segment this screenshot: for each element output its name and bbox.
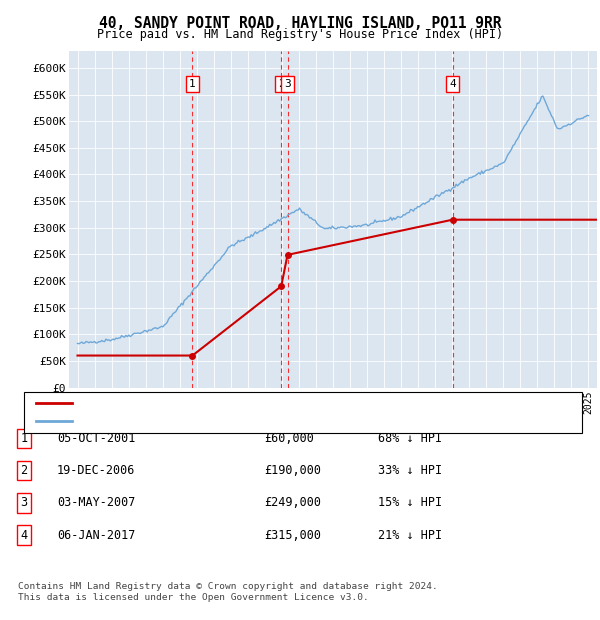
Text: 4: 4 [20,529,28,541]
Text: £190,000: £190,000 [264,464,321,477]
Text: 15% ↓ HPI: 15% ↓ HPI [378,497,442,509]
Text: 05-OCT-2001: 05-OCT-2001 [57,432,136,445]
Text: £249,000: £249,000 [264,497,321,509]
Text: 68% ↓ HPI: 68% ↓ HPI [378,432,442,445]
Text: 21% ↓ HPI: 21% ↓ HPI [378,529,442,541]
Text: 2: 2 [20,464,28,477]
Text: Price paid vs. HM Land Registry's House Price Index (HPI): Price paid vs. HM Land Registry's House … [97,28,503,41]
Text: 3: 3 [284,79,291,89]
Text: 19-DEC-2006: 19-DEC-2006 [57,464,136,477]
Text: 3: 3 [20,497,28,509]
Text: Contains HM Land Registry data © Crown copyright and database right 2024.
This d: Contains HM Land Registry data © Crown c… [18,582,438,602]
Text: 4: 4 [449,79,456,89]
Text: HPI: Average price, detached house, Havant: HPI: Average price, detached house, Hava… [78,416,341,427]
Text: 33% ↓ HPI: 33% ↓ HPI [378,464,442,477]
Text: 40, SANDY POINT ROAD, HAYLING ISLAND, PO11 9RR: 40, SANDY POINT ROAD, HAYLING ISLAND, PO… [99,16,501,30]
Text: 06-JAN-2017: 06-JAN-2017 [57,529,136,541]
Text: £315,000: £315,000 [264,529,321,541]
Text: 2: 2 [278,79,284,89]
Text: 1: 1 [189,79,196,89]
Text: £60,000: £60,000 [264,432,314,445]
Text: 40, SANDY POINT ROAD, HAYLING ISLAND, PO11 9RR (detached house): 40, SANDY POINT ROAD, HAYLING ISLAND, PO… [78,398,472,409]
Text: 1: 1 [20,432,28,445]
Text: 03-MAY-2007: 03-MAY-2007 [57,497,136,509]
